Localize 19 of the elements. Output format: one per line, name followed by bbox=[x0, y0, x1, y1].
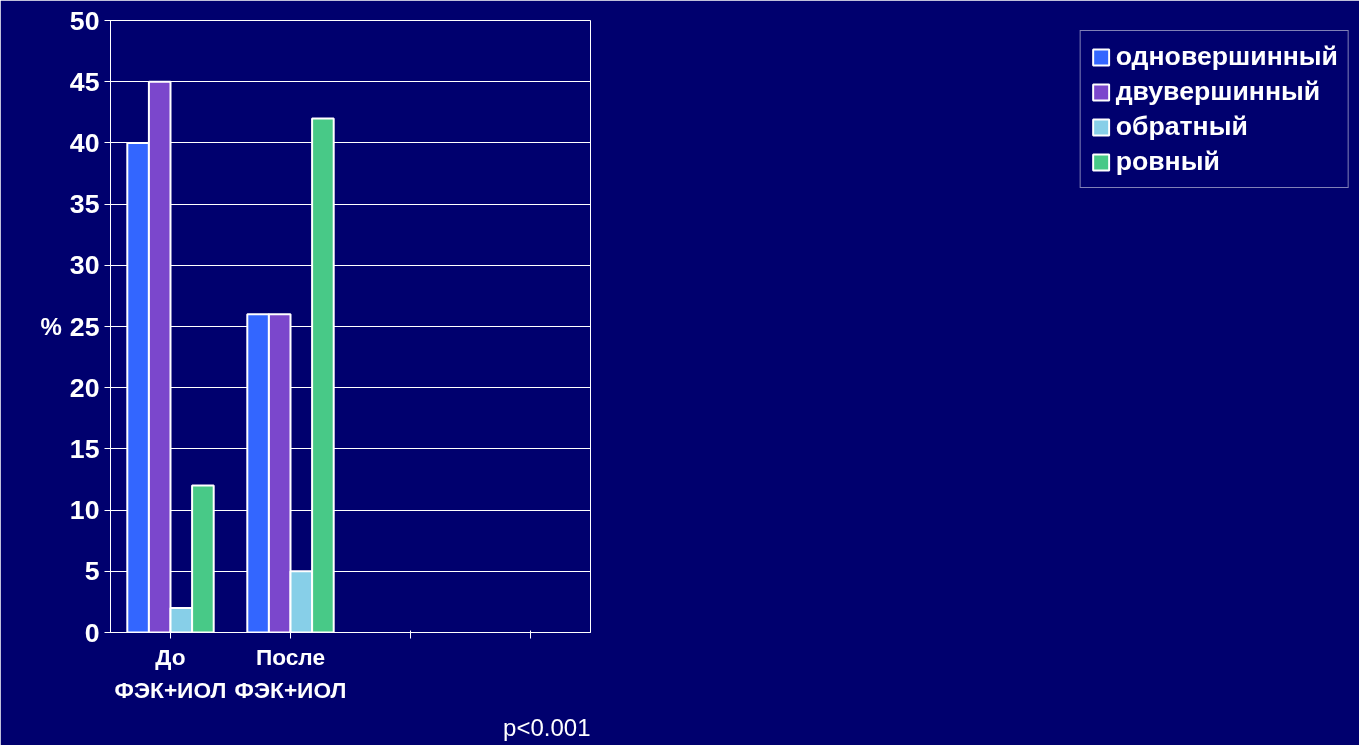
y-tick-label: 20 bbox=[69, 372, 100, 403]
y-tick-label: 15 bbox=[69, 433, 100, 464]
y-tick-label: 10 bbox=[69, 495, 100, 526]
text: p<0.001 bbox=[503, 713, 591, 741]
y-tick-label: 40 bbox=[69, 127, 100, 158]
legend-label: одновершинный bbox=[1115, 41, 1338, 72]
legend-label: ровный bbox=[1115, 146, 1220, 177]
y-tick-label: 25 bbox=[69, 311, 100, 342]
x-tick-label: До ФЭК+ИОЛ bbox=[114, 643, 227, 704]
legend-label: обратный bbox=[1115, 111, 1248, 142]
y-tick-label: 35 bbox=[69, 189, 100, 220]
y-tick-label: 45 bbox=[69, 66, 100, 97]
legend-label: двувершинный bbox=[1115, 76, 1321, 107]
y-tick-label: 0 bbox=[84, 617, 100, 648]
x-tick-label: После ФЭК+ИОЛ bbox=[234, 643, 347, 704]
y-axis-title: % bbox=[40, 313, 62, 340]
y-tick-label: 30 bbox=[69, 250, 100, 281]
y-tick-label: 5 bbox=[84, 556, 100, 587]
y-tick-label: 50 bbox=[69, 5, 100, 36]
